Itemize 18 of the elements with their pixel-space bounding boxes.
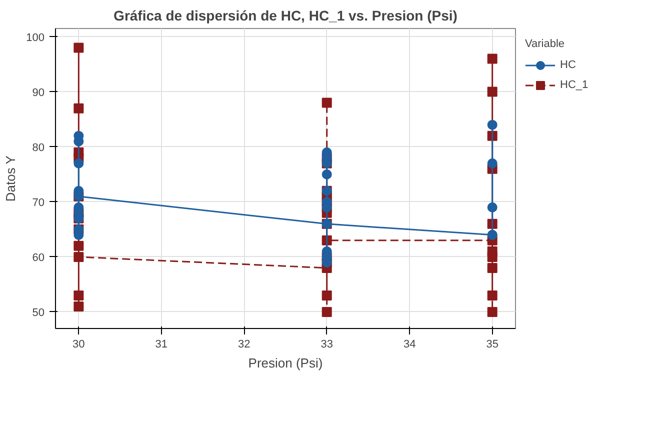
y-tick-label: 60 [32, 252, 45, 264]
legend-label: HC [560, 59, 577, 71]
x-tick-label: 35 [486, 338, 498, 350]
x-tick-label: 31 [155, 338, 168, 350]
y-tick-label: 80 [32, 142, 45, 154]
y-axis-title: Datos Y [3, 155, 18, 202]
x-tick-label: 33 [320, 338, 333, 350]
x-tick-label: 34 [403, 338, 416, 350]
y-tick-label: 100 [26, 32, 45, 44]
y-tick-label: 70 [32, 196, 45, 209]
legend-label: HC_1 [560, 79, 588, 91]
x-tick-label: 30 [72, 338, 85, 350]
chart-title: Gráfica de dispersión de HC, HC_1 vs. Presion (Psi) [114, 8, 458, 24]
x-tick-label: 32 [238, 338, 250, 350]
y-tick-label: 90 [32, 86, 45, 99]
legend-title: Variable [525, 38, 566, 50]
x-axis-title: Presion (Psi) [248, 356, 323, 370]
y-tick-label: 50 [32, 306, 45, 319]
